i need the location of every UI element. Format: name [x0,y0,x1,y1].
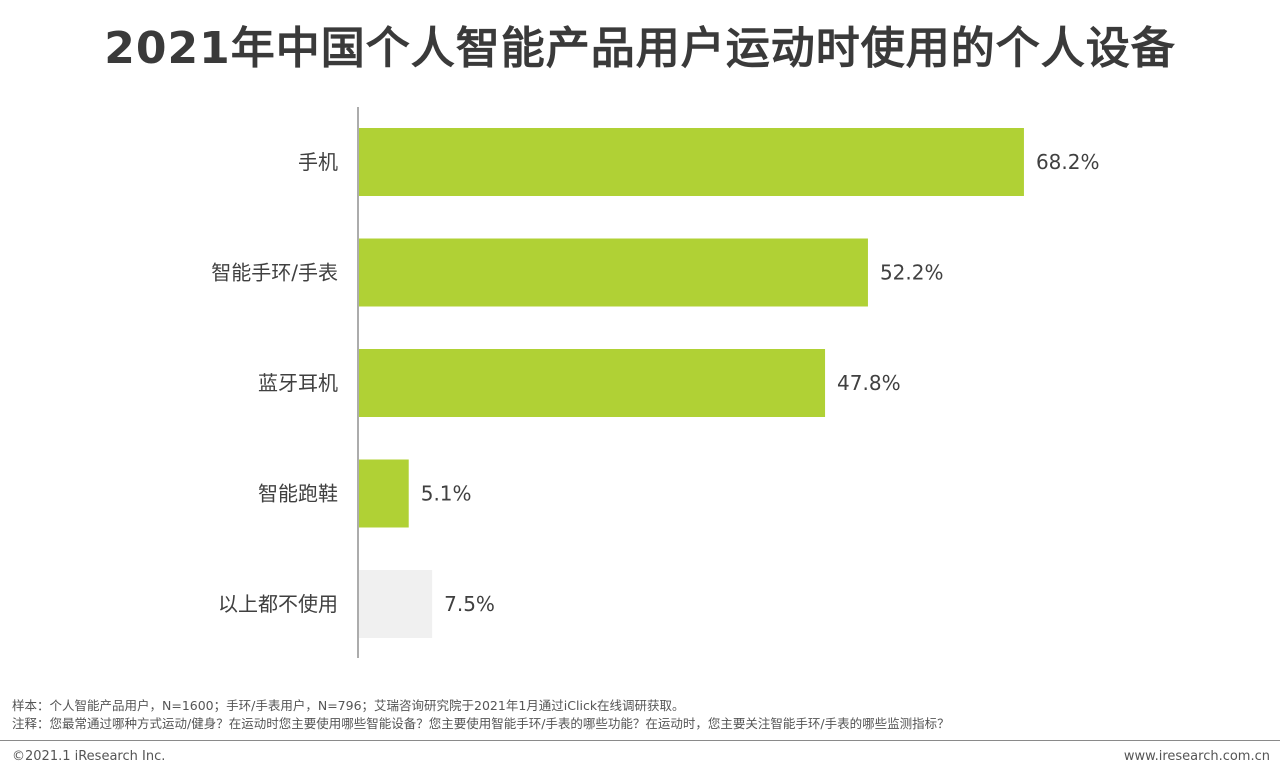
category-label-3: 智能跑鞋 [258,482,338,506]
category-label-2: 蓝牙耳机 [258,371,338,395]
value-label-3: 5.1% [421,482,472,506]
bar-4 [359,570,433,638]
value-label-1: 52.2% [880,261,944,285]
footer-divider [0,740,1280,741]
category-label-1: 智能手环/手表 [211,261,338,285]
copyright-text: ©2021.1 iResearch Inc. [12,749,166,764]
category-label-4: 以上都不使用 [218,592,338,616]
sample-note: 样本：个人智能产品用户，N=1600；手环/手表用户，N=796；艾瑞咨询研究院… [12,698,685,713]
bar-1 [359,238,868,307]
value-label-4: 7.5% [444,592,495,616]
remark-note: 注释：您最常通过哪种方式运动/健身？在运动时您主要使用哪些智能设备？您主要使用智… [12,716,950,731]
website-link[interactable]: www.iresearch.com.cn [1123,749,1270,764]
value-label-0: 68.2% [1036,150,1100,174]
bar-chart: 手机 68.2% 智能手环/手表 52.2% 蓝牙耳机 47.8% 智能跑鞋 5.1% 以上都不… [211,107,1100,658]
value-label-2: 47.8% [837,371,901,395]
category-label-0: 手机 [298,150,338,174]
bar-0 [359,128,1024,196]
bar-3 [359,459,409,528]
bar-2 [359,349,826,417]
page-title: 2021年中国个人智能产品用户运动时使用的个人设备 [104,23,1176,74]
